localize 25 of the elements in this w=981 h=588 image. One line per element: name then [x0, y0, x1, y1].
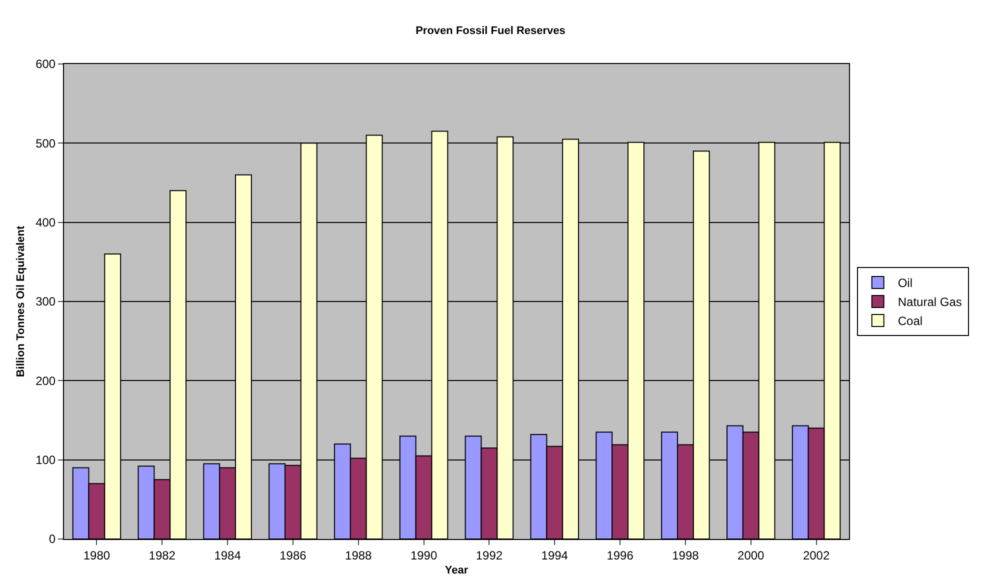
- chart-title: Proven Fossil Fuel Reserves: [416, 25, 566, 38]
- legend-label: Coal: [898, 314, 923, 328]
- x-tick-label: 2002: [802, 548, 830, 562]
- x-tick-label: 1980: [83, 548, 110, 562]
- y-axis-title: Billion Tonnes Oil Equivalent: [15, 225, 28, 378]
- legend-label: Oil: [898, 276, 913, 290]
- x-tick-label: 1984: [214, 548, 242, 562]
- y-tick-label: 200: [36, 374, 56, 388]
- x-tick-label: 1986: [280, 548, 307, 562]
- y-tick-label: 300: [36, 294, 56, 309]
- x-tick-label: 1988: [345, 548, 372, 562]
- x-axis-title: Year: [444, 564, 469, 577]
- x-tick-label: 1996: [606, 548, 634, 562]
- x-tick-label: 1992: [476, 548, 503, 562]
- y-tick-label: 100: [36, 453, 56, 468]
- x-tick-label: 1994: [541, 548, 568, 562]
- x-tick-label: 1982: [148, 548, 176, 562]
- x-tick-label: 2000: [738, 548, 765, 562]
- y-tick-label: 600: [36, 57, 56, 72]
- x-tick-label: 1990: [410, 548, 438, 562]
- y-tick-label: 400: [36, 216, 56, 230]
- y-tick-label: 500: [36, 136, 56, 150]
- y-tick-label: 0: [48, 532, 56, 546]
- x-tick-label: 1998: [672, 548, 700, 562]
- legend-label: Natural Gas: [898, 295, 962, 310]
